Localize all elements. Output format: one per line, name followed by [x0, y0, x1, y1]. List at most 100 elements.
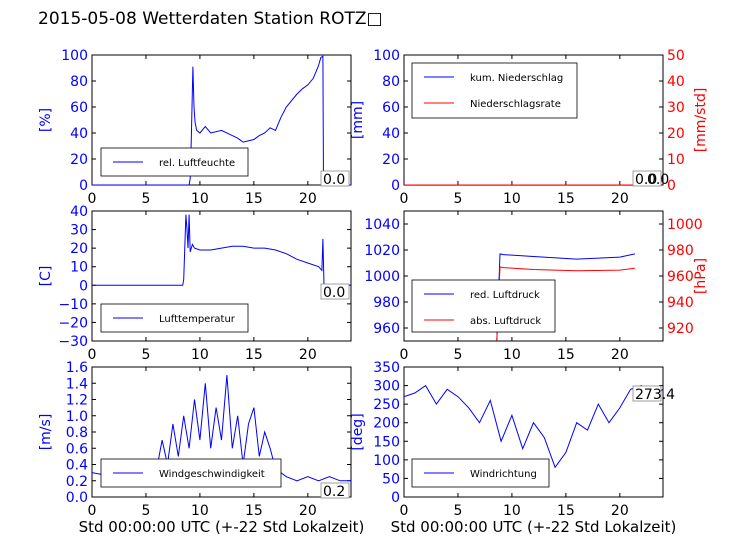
- legend-label: rel. Luftfeuchte: [159, 158, 235, 169]
- series-line-1: [92, 55, 351, 185]
- x-tick-label: 0: [88, 191, 97, 207]
- y-tick-label: −20: [58, 315, 88, 331]
- x-tick-label: 10: [191, 347, 209, 363]
- x-tick-label: 15: [245, 191, 263, 207]
- y-axis-label: [m/s]: [38, 414, 54, 451]
- x-tick-label: 20: [611, 503, 629, 519]
- x-tick-label: 5: [141, 347, 150, 363]
- value-box: [632, 170, 662, 187]
- y-tick-label: 250: [373, 397, 400, 413]
- current-value: 0.2: [323, 484, 345, 500]
- y-tick-label: 20: [382, 152, 400, 168]
- y-right-tick-label: 940: [667, 295, 694, 311]
- legend-label: red. Luftdruck: [470, 290, 540, 301]
- x-tick-label: 10: [191, 191, 209, 207]
- x-tick-label: 20: [299, 191, 317, 207]
- x-tick-label: 20: [299, 503, 317, 519]
- x-tick-label: 10: [503, 347, 521, 363]
- y-right-axis-label: [hPa]: [693, 258, 709, 294]
- y-tick-label: 40: [382, 126, 400, 142]
- panel-5: [91, 366, 352, 499]
- y-tick-label: 1040: [364, 217, 400, 233]
- legend-label: abs. Luftdruck: [470, 316, 541, 327]
- series-line-2: [496, 266, 635, 341]
- y-tick-label: 0: [79, 178, 88, 194]
- series-line-1: [404, 384, 663, 469]
- x-tick-label: 0: [400, 191, 409, 207]
- x-tick-label: 20: [611, 347, 629, 363]
- y-tick-label: 1.4: [66, 376, 88, 392]
- y-axis-label: [%]: [38, 108, 54, 132]
- y-tick-label: 80: [70, 74, 88, 90]
- legend-label: Windrichtung: [470, 469, 537, 480]
- y-tick-label: 0.0: [66, 490, 88, 506]
- y-tick-label: 60: [70, 100, 88, 116]
- y-right-tick-label: 920: [667, 321, 694, 337]
- panel-6: [403, 366, 664, 498]
- y-right-tick-label: 980: [667, 243, 694, 259]
- panel-2: [403, 54, 664, 187]
- y-tick-label: 960: [373, 321, 400, 337]
- x-tick-label: 0: [400, 503, 409, 519]
- x-tick-label: 20: [611, 191, 629, 207]
- y-axis-label: [mm]: [350, 101, 366, 139]
- y-tick-label: 40: [70, 126, 88, 142]
- panel-4: [403, 210, 664, 342]
- x-tick-label: 10: [191, 503, 209, 519]
- y-axis-label: [C]: [38, 266, 54, 287]
- y-axis-label: [deg]: [350, 413, 366, 450]
- series-line-1: [496, 253, 636, 341]
- y-tick-label: 20: [70, 241, 88, 257]
- y-right-tick-label: 30: [667, 100, 685, 116]
- y-tick-label: 100: [373, 453, 400, 469]
- x-tick-label: 15: [245, 503, 263, 519]
- y-tick-label: 50: [382, 471, 400, 487]
- legend-box: [411, 62, 578, 119]
- y-tick-label: 150: [373, 434, 400, 450]
- y-tick-label: 100: [61, 48, 88, 64]
- y-right-tick-label: 10: [667, 152, 685, 168]
- y-tick-label: 200: [373, 416, 400, 432]
- x-tick-label: 15: [557, 191, 575, 207]
- y-right-tick-label: 960: [667, 269, 694, 285]
- x-tick-label: 20: [299, 347, 317, 363]
- x-tick-label: 5: [453, 503, 462, 519]
- y-tick-label: −10: [58, 297, 88, 313]
- x-tick-label: 10: [503, 503, 521, 519]
- legend-label: Windgeschwindigkeit: [159, 469, 265, 480]
- x-tick-label: 0: [88, 503, 97, 519]
- y-tick-label: 1.0: [66, 409, 88, 425]
- current-value: 273.4: [635, 387, 675, 403]
- y-right-tick-label: 20: [667, 126, 685, 142]
- y-right-tick-label: 50: [667, 48, 685, 64]
- y-tick-label: 1000: [364, 269, 400, 285]
- x-tick-label: 5: [453, 347, 462, 363]
- y-tick-label: 350: [373, 360, 400, 376]
- y-tick-label: 30: [70, 223, 88, 239]
- x-tick-label: 5: [141, 503, 150, 519]
- x-tick-label: 0: [88, 347, 97, 363]
- x-tick-label: 15: [557, 347, 575, 363]
- legend-label: Lufttemperatur: [159, 314, 236, 325]
- legend-box: [411, 279, 556, 333]
- y-right-tick-label: 1000: [667, 217, 703, 233]
- y-tick-label: 0.8: [66, 425, 88, 441]
- y-tick-label: 80: [382, 74, 400, 90]
- y-tick-label: 1.6: [66, 360, 88, 376]
- x-tick-label: 5: [141, 191, 150, 207]
- x-tick-label: 15: [557, 503, 575, 519]
- x-axis-label: Std 00:00:00 UTC (+-22 Std Lokalzeit): [391, 518, 677, 536]
- y-right-tick-label: 0: [667, 178, 676, 194]
- current-value: 0.0: [323, 172, 345, 188]
- y-tick-label: 100: [373, 48, 400, 64]
- y-tick-label: 1020: [364, 243, 400, 259]
- panel-3: [91, 210, 352, 342]
- page-title: 2015-05-08 Wetterdaten Station ROTZ□: [38, 9, 383, 29]
- x-axis-label: Std 00:00:00 UTC (+-22 Std Lokalzeit): [79, 518, 365, 536]
- y-tick-label: −30: [58, 334, 88, 350]
- series-line-1: [92, 375, 351, 482]
- series-line-1: [92, 214, 351, 286]
- y-tick-label: 0.6: [66, 441, 88, 457]
- legend-label: kum. Niederschlag: [470, 73, 563, 84]
